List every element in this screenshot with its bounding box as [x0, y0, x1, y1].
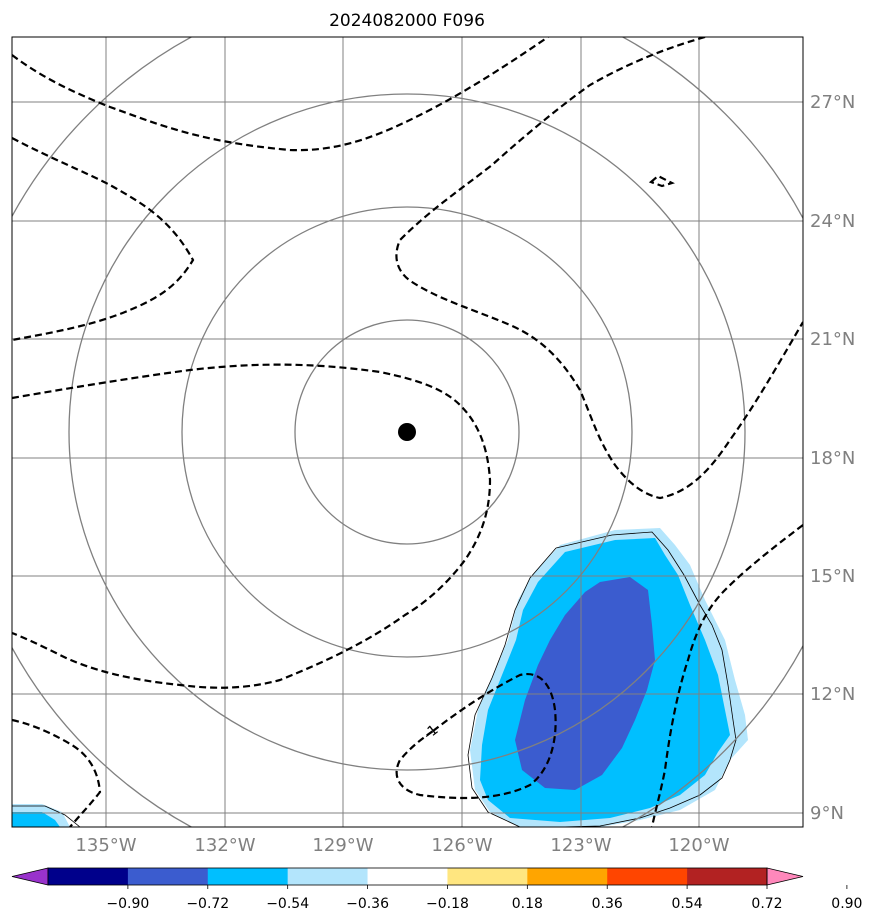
shaded-field [12, 528, 748, 827]
colorbar-tick-label: 0.54 [672, 896, 703, 912]
colorbar-segment [127, 868, 209, 885]
lon-label: 120°W [668, 835, 729, 856]
range-ring-1 [294, 319, 520, 545]
lon-label: 135°W [75, 835, 136, 856]
colorbar-frame [47, 867, 768, 886]
contour-line [12, 37, 549, 152]
range-ring-2 [181, 206, 633, 658]
colorbar-tick-label: −0.18 [426, 896, 469, 912]
colorbar-extend-high [766, 867, 804, 886]
colorbar: −0.90 −0.72 −0.54 −0.36 −0.18 0.18 0.36 0.54 0.7… [11, 867, 862, 912]
lat-label: 12°N [810, 684, 855, 705]
colorbar-tick-label: 0.72 [751, 896, 782, 912]
lat-label: 21°N [810, 329, 855, 350]
range-ring-3 [68, 93, 746, 771]
colorbar-tick-label: −0.54 [266, 896, 309, 912]
colorbar-segment [287, 868, 369, 885]
storm-center-marker [398, 423, 416, 441]
fill-outline-corner [12, 805, 81, 827]
colorbar-segment [607, 868, 688, 885]
colorbar-tick-label: 0.36 [592, 896, 623, 912]
lat-label: 15°N [810, 566, 855, 587]
plot-frame [11, 36, 804, 828]
colorbar-segment [447, 868, 528, 885]
contour-line [12, 137, 195, 342]
colorbar-tick-label: −0.36 [346, 896, 389, 912]
contour-line [650, 524, 803, 827]
lat-label: 18°N [810, 448, 855, 469]
contour-line [12, 718, 102, 827]
map-plot-area: -1 [12, 37, 803, 827]
fill-region-corner-mid [12, 812, 60, 827]
lon-tick-labels: 135°W 132°W 129°W 126°W 123°W 120°W [75, 835, 729, 856]
range-rings [12, 37, 803, 827]
colorbar-tick-label: 0.90 [831, 896, 862, 912]
lon-label: 132°W [194, 835, 255, 856]
lon-label: 126°W [431, 835, 492, 856]
lat-label: 27°N [810, 92, 855, 113]
figure-title: 2024082000 F096 [329, 11, 485, 31]
colorbar-segment [367, 868, 448, 885]
lat-label: 9°N [810, 803, 844, 824]
graticule [12, 37, 803, 827]
dashed-contours [12, 37, 803, 827]
contour-label: -1 [421, 722, 442, 743]
contour-line [648, 174, 675, 188]
fill-region-dark [515, 577, 655, 790]
colorbar-tick-label: 0.18 [512, 896, 543, 912]
colorbar-segment [207, 868, 289, 885]
lat-label: 24°N [810, 211, 855, 232]
colorbar-segment [527, 868, 608, 885]
lon-label: 129°W [312, 835, 373, 856]
contour-line [395, 672, 557, 800]
lat-tick-labels: 27°N 24°N 21°N 18°N 15°N 12°N 9°N [810, 92, 855, 824]
lon-label: 123°W [550, 835, 611, 856]
colorbar-segment [687, 868, 768, 885]
contour-line [12, 363, 492, 689]
colorbar-segment [48, 868, 129, 885]
colorbar-tick-label: −0.90 [106, 896, 149, 912]
colorbar-tick-label: −0.72 [186, 896, 229, 912]
contour-line [395, 37, 803, 500]
colorbar-extend-low [11, 867, 49, 886]
